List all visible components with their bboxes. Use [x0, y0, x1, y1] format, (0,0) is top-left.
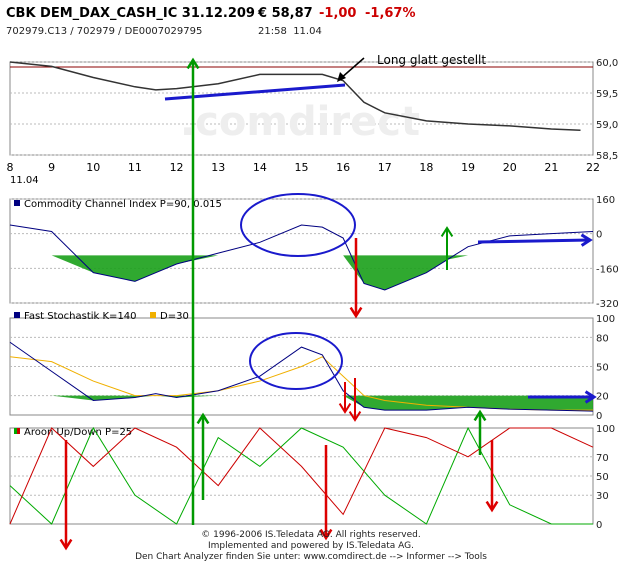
- stoch-legend-label-k: Fast Stochastik K=140: [24, 311, 137, 322]
- price-xtick-label: 8: [7, 161, 14, 174]
- aroon-ytick-label: 50: [596, 472, 609, 483]
- quote-time: 21:58 11.04: [258, 26, 322, 37]
- aroon-legend-label: Aroon Up/Down P=25: [24, 427, 132, 438]
- price-xtick-label: 12: [170, 161, 184, 174]
- stoch-ytick-label: 20: [596, 392, 609, 403]
- last-price: € 58,87: [258, 6, 313, 21]
- stoch-legend-label-d: D=30: [160, 311, 189, 322]
- comdirect-watermark: .comdirect: [180, 99, 420, 145]
- price-ytick-label: 59,0: [596, 120, 618, 131]
- price-xtick-label: 15: [295, 161, 309, 174]
- aroon-legend-swatch-down: [17, 428, 20, 434]
- aroon-red-down-arrow-2-head: [319, 528, 333, 541]
- stoch-blue-right-arrow-head: [584, 390, 597, 404]
- cci-highlight-ellipse: [240, 193, 356, 257]
- cci-ytick-label: -160: [596, 264, 619, 275]
- footer-powered: Implemented and powered by IS.Teledata A…: [208, 541, 414, 551]
- stoch-ytick-label: 80: [596, 333, 609, 344]
- cci-red-down-arrow-head: [349, 306, 363, 319]
- price-xtick-label: 21: [544, 161, 558, 174]
- price-xtick-label: 20: [503, 161, 517, 174]
- price-xtick-sublabel: 11.04: [10, 175, 39, 186]
- price-xtick-label: 18: [419, 161, 433, 174]
- aroon-legend-swatch-up: [14, 428, 17, 434]
- price-ytick-label: 59,5: [596, 89, 618, 100]
- stoch-highlight-ellipse: [249, 332, 343, 390]
- price-trend-line: [164, 83, 346, 101]
- aroon-down-line: [9, 427, 594, 525]
- aroon-ytick-label: 100: [596, 424, 615, 435]
- price-change-pct: -1,67%: [365, 6, 416, 21]
- stoch-red-down-arrow-2-head: [348, 411, 362, 422]
- aroon-up-line: [9, 426, 593, 525]
- cci-green-up-arrow-head: [440, 226, 454, 237]
- stoch-legend-swatch-k: [14, 312, 20, 318]
- price-xtick-label: 9: [48, 161, 55, 174]
- price-xtick-label: 11: [128, 161, 142, 174]
- price-xtick-label: 10: [86, 161, 100, 174]
- annotation-arrow-line: [339, 57, 365, 80]
- cci-blue-right-arrow: [477, 238, 591, 244]
- aroon-panel-frame: [9, 427, 594, 525]
- aroon-ytick-label: 70: [596, 453, 609, 464]
- cci-ytick-label: 160: [596, 195, 615, 206]
- stoch-fill-area: [10, 395, 593, 412]
- stoch-red-down-arrow-1-head: [338, 403, 352, 414]
- cci-blue-right-arrow-head: [580, 233, 593, 247]
- price-xtick-label: 14: [253, 161, 267, 174]
- annotation-text: Long glatt gestellt: [377, 53, 486, 67]
- price-ytick-label: 58,5: [596, 151, 618, 162]
- price-xtick-label: 16: [336, 161, 350, 174]
- cci-legend-label: Commodity Channel Index P=90, 0.015: [24, 199, 222, 210]
- cci-ytick-label: -320: [596, 299, 619, 310]
- aroon-green-up-arrow-head: [196, 412, 210, 425]
- price-xtick-label: 22: [586, 161, 600, 174]
- cci-panel-frame: [9, 198, 594, 304]
- cci-line: [9, 224, 594, 291]
- stoch-ytick-label: 100: [596, 314, 615, 325]
- aroon-ytick-label: 30: [596, 491, 609, 502]
- price-change: -1,00: [319, 6, 357, 21]
- stoch-ytick-label: 50: [596, 363, 609, 374]
- price-xtick-label: 19: [461, 161, 475, 174]
- stoch-ytick-label: 0: [596, 411, 602, 422]
- aroon-red-down-arrow-3-head: [485, 500, 499, 513]
- price-panel-frame: [9, 61, 594, 156]
- price-line: [9, 61, 581, 131]
- aroon-red-down-arrow-1-head: [59, 538, 73, 551]
- stoch-legend-swatch-d: [150, 312, 156, 318]
- aroon-ytick-label: 0: [596, 520, 602, 531]
- instrument-ids: 702979.C13 / 702979 / DE0007029795: [6, 26, 203, 37]
- footer-link-info: Den Chart Analyzer finden Sie unter: www…: [135, 552, 487, 562]
- price-ytick-label: 60,0: [596, 58, 618, 69]
- quote-time-value: 21:58: [258, 26, 287, 37]
- annotation-arrowhead: [337, 72, 346, 82]
- footer-copyright: © 1996-2006 IS.Teledata AG. All rights r…: [201, 530, 421, 540]
- price-xtick-label: 13: [211, 161, 225, 174]
- instrument-title: CBK DEM_DAX_CASH_IC 31.12.209: [6, 6, 255, 21]
- stoch-green-up-arrow-head: [473, 409, 487, 422]
- price-xtick-label: 17: [378, 161, 392, 174]
- cci-legend-swatch: [14, 200, 20, 206]
- stoch-k-line: [9, 341, 594, 412]
- cci-fill-area: [10, 255, 593, 290]
- long-green-up-arrow-head: [186, 57, 200, 70]
- cci-ytick-label: 0: [596, 230, 602, 241]
- quote-date-value: 11.04: [293, 26, 322, 37]
